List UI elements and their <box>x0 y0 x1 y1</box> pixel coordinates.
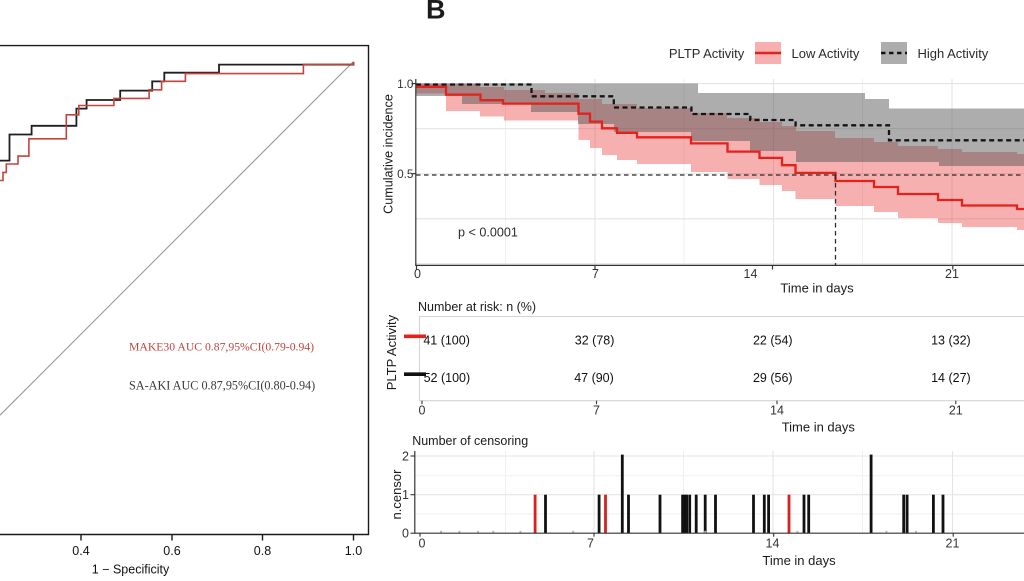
svg-text:PLTP Activity: PLTP Activity <box>669 46 745 61</box>
svg-text:PLTP Activity: PLTP Activity <box>384 314 399 390</box>
svg-text:0.8: 0.8 <box>254 544 271 558</box>
svg-text:0: 0 <box>402 527 409 541</box>
svg-text:MAKE30 AUC 0.87,95%CI(0.79-0: MAKE30 AUC 0.87,95%CI(0.79-0.94) <box>129 341 314 354</box>
svg-text:29 (56): 29 (56) <box>753 371 793 385</box>
svg-text:Time in days: Time in days <box>780 281 854 296</box>
svg-text:SA-AKI AUC 0.87,95%CI(0.80-0: SA-AKI AUC 0.87,95%CI(0.80-0.94) <box>129 379 315 393</box>
svg-text:0.4: 0.4 <box>72 544 89 558</box>
svg-text:0.5: 0.5 <box>397 167 414 181</box>
svg-text:41 (100): 41 (100) <box>423 334 470 348</box>
svg-text:0: 0 <box>419 404 426 418</box>
svg-text:Number at risk: n (%): Number at risk: n (%) <box>418 300 536 314</box>
svg-text:Time in days: Time in days <box>762 553 836 568</box>
svg-text:p < 0.0001: p < 0.0001 <box>458 226 518 240</box>
svg-text:21: 21 <box>949 404 963 418</box>
svg-text:7: 7 <box>587 537 594 551</box>
svg-text:Number of censoring: Number of censoring <box>412 434 528 448</box>
svg-text:Time in days: Time in days <box>782 420 856 435</box>
svg-text:14: 14 <box>766 537 780 551</box>
svg-text:52 (100): 52 (100) <box>424 371 471 385</box>
svg-text:High Activity: High Activity <box>918 46 989 61</box>
svg-text:1.0: 1.0 <box>345 544 362 558</box>
svg-text:21: 21 <box>946 537 960 551</box>
svg-text:14: 14 <box>744 267 758 281</box>
svg-text:22 (54): 22 (54) <box>753 334 793 348</box>
svg-text:Low Activity: Low Activity <box>792 46 860 61</box>
svg-text:B: B <box>426 0 446 25</box>
svg-text:1.0: 1.0 <box>397 77 414 91</box>
svg-text:0.6: 0.6 <box>163 544 180 558</box>
svg-text:47 (90): 47 (90) <box>574 371 614 385</box>
svg-text:n.censor: n.censor <box>389 469 404 520</box>
svg-text:7: 7 <box>593 404 600 418</box>
svg-text:1 − Specificity: 1 − Specificity <box>92 563 170 577</box>
svg-text:2: 2 <box>402 450 409 464</box>
svg-text:Cumulative incidence: Cumulative incidence <box>382 94 396 214</box>
svg-text:14 (27): 14 (27) <box>931 371 971 385</box>
svg-text:0: 0 <box>419 537 426 551</box>
svg-text:7: 7 <box>592 267 599 281</box>
svg-text:14: 14 <box>770 404 784 418</box>
svg-text:13 (32): 13 (32) <box>931 334 971 348</box>
svg-text:0: 0 <box>414 267 421 281</box>
svg-text:32 (78): 32 (78) <box>575 334 615 348</box>
svg-text:21: 21 <box>945 267 959 281</box>
